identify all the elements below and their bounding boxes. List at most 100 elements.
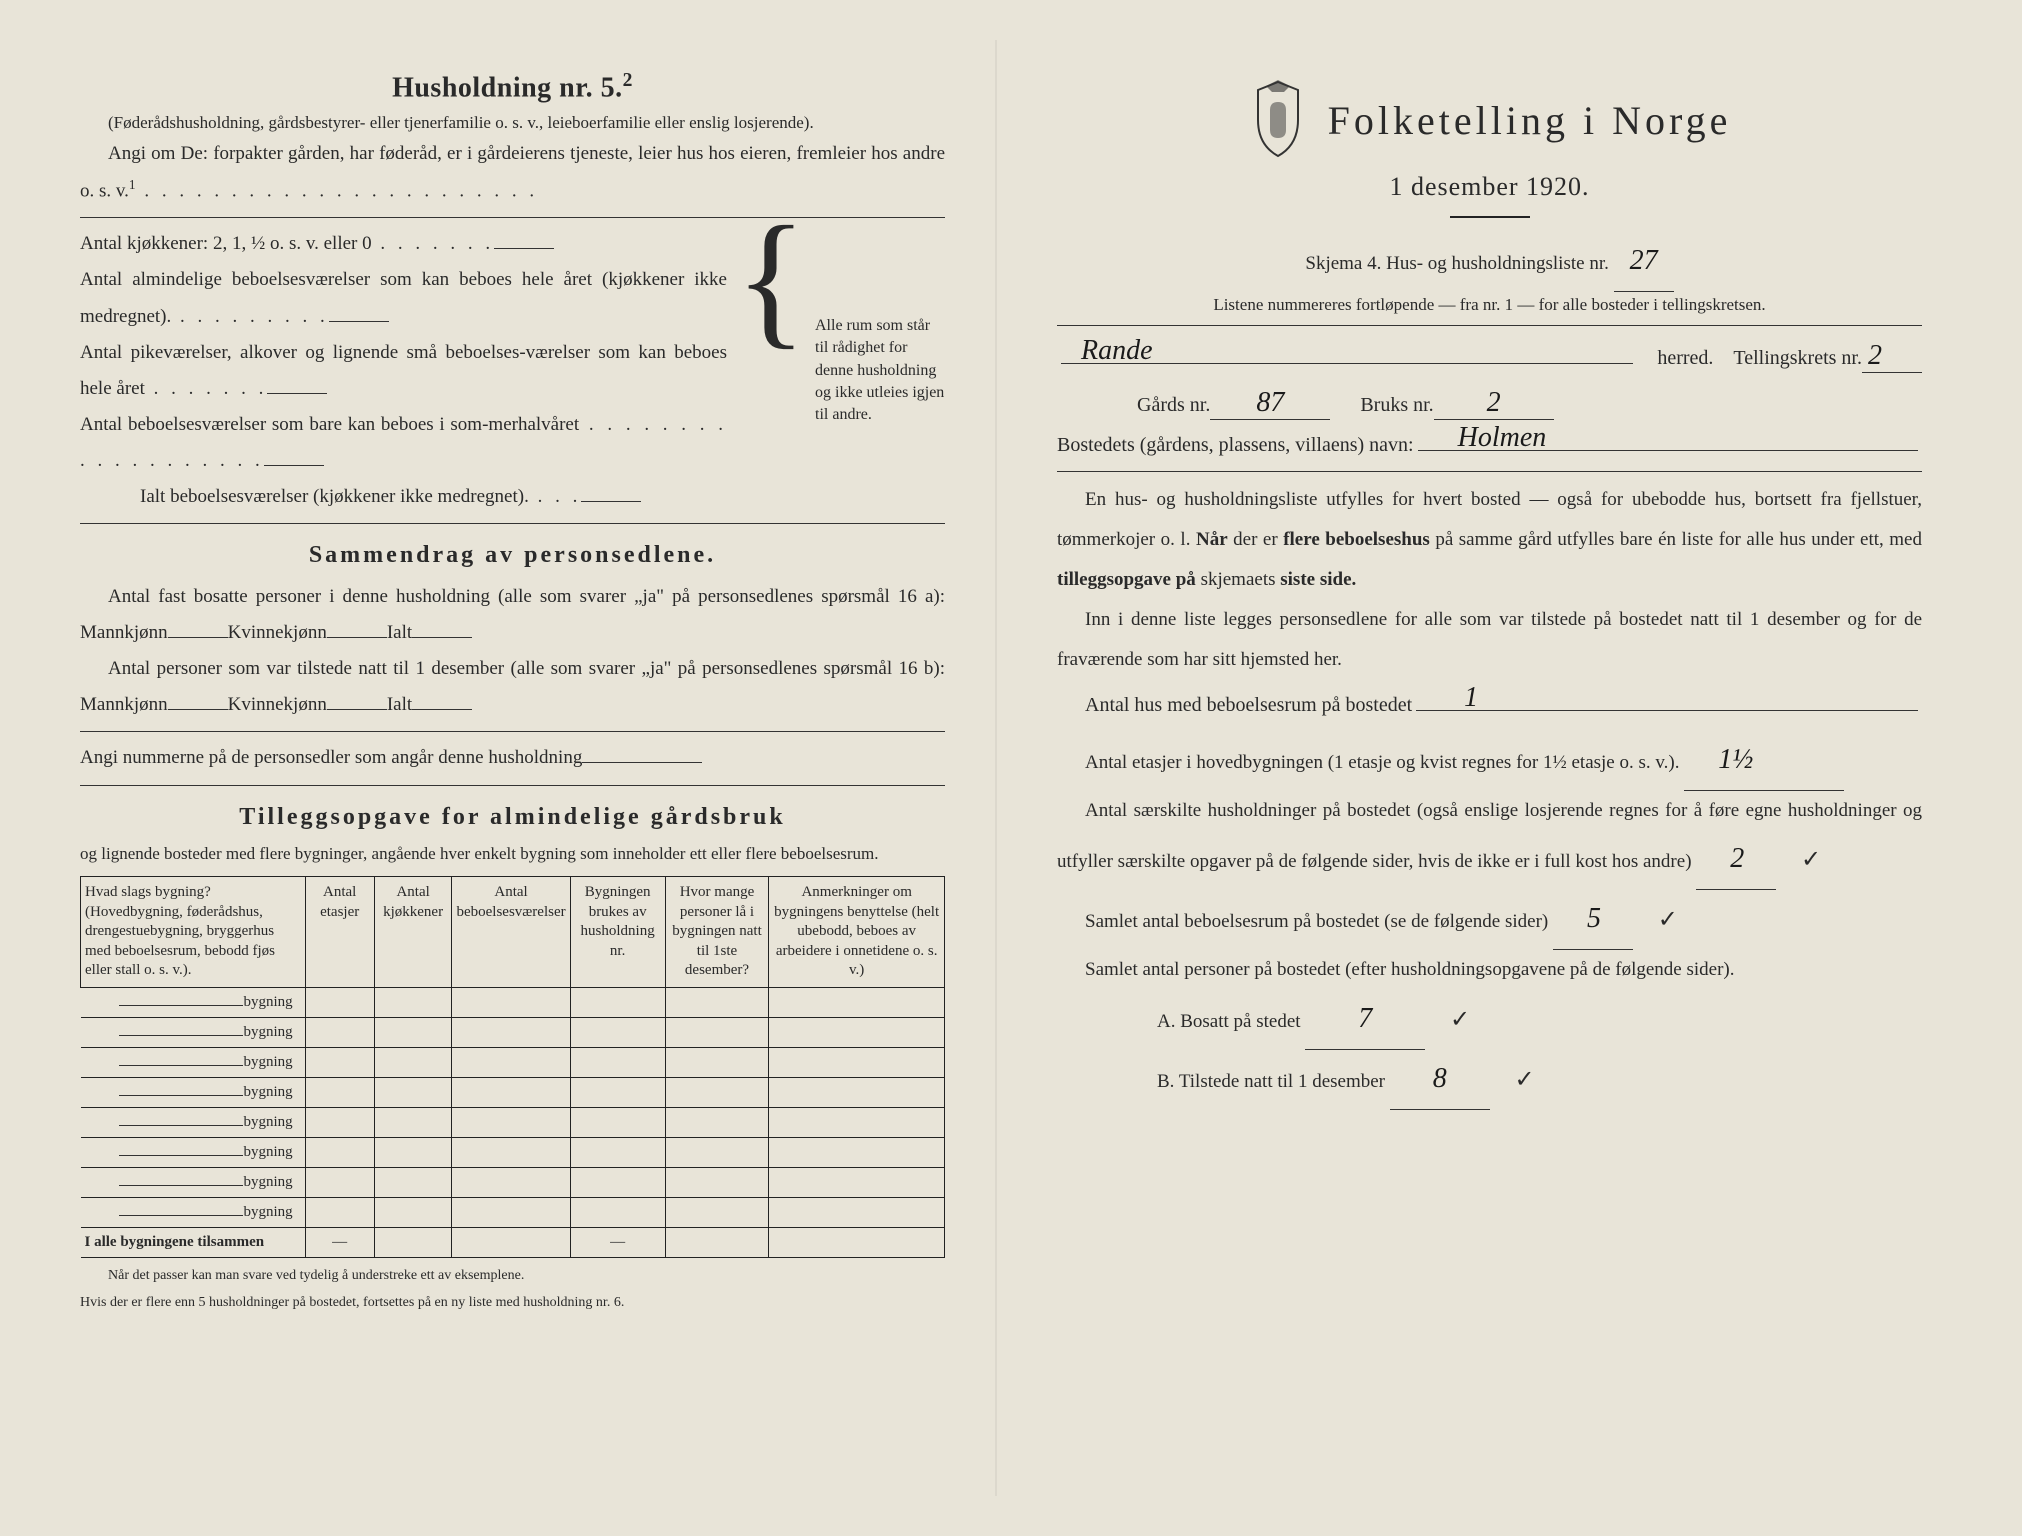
col-kjokkener: Antal kjøkkener <box>374 877 452 988</box>
skjema-nr-value: 27 <box>1614 232 1674 292</box>
table-cell <box>769 1137 945 1167</box>
bosted-row: Bostedets (gårdens, plassens, villaens) … <box>1057 434 1922 457</box>
para-2: Inn i denne liste legges personsedlene f… <box>1057 600 1922 680</box>
tellingskrets-value: 2 <box>1862 340 1922 373</box>
table-cell <box>452 1017 570 1047</box>
gards-label: Gårds nr. <box>1137 394 1210 417</box>
table-cell <box>570 1167 665 1197</box>
main-title: Folketelling i Norge <box>1328 97 1732 144</box>
row-bygning-label: bygning <box>81 1107 306 1137</box>
table-row: bygning <box>81 1047 945 1077</box>
table-cell <box>374 1047 452 1077</box>
skjema-line: Skjema 4. Hus- og husholdningsliste nr. … <box>1057 232 1922 292</box>
table-cell <box>305 1107 374 1137</box>
col-personer: Hvor mange personer lå i bygningen natt … <box>665 877 769 988</box>
bosted-label: Bostedets (gårdens, plassens, villaens) … <box>1057 434 1414 457</box>
row-bygning-label: bygning <box>81 1197 306 1227</box>
table-cell <box>452 1077 570 1107</box>
row-bygning-label: bygning <box>81 1137 306 1167</box>
angi-nummerne-line: Angi nummerne på de personsedler som ang… <box>80 740 945 776</box>
table-row: bygning <box>81 1017 945 1047</box>
table-cell <box>570 1197 665 1227</box>
table-cell <box>769 1167 945 1197</box>
table-row: bygning <box>81 1137 945 1167</box>
rooms-line-2: Antal pikeværelser, alkover og lignende … <box>80 335 727 407</box>
rooms-brace-group: Antal kjøkkener: 2, 1, ½ o. s. v. eller … <box>80 226 945 515</box>
rule-r1 <box>1057 325 1922 326</box>
rule-2 <box>80 523 945 524</box>
rule-4 <box>80 785 945 786</box>
q-antal-hus: Antal hus med beboelsesrum på bostedet 1 <box>1057 694 1922 717</box>
table-cell <box>570 1017 665 1047</box>
table-cell <box>769 1017 945 1047</box>
line-a: A. Bosatt på stedet 7 ✓ <box>1057 990 1922 1050</box>
hushold-value: 2 <box>1696 830 1776 890</box>
tellingskrets-label: Tellingskrets nr. <box>1733 347 1862 370</box>
check-4: ✓ <box>1515 1066 1535 1093</box>
row-bygning-label: bygning <box>81 1047 306 1077</box>
title-rule <box>1450 216 1530 218</box>
bruks-nr-value: 2 <box>1434 387 1554 420</box>
rooms-line-1: Antal almindelige beboelsesværelser som … <box>80 262 727 334</box>
q-samlet-rum: Samlet antal beboelsesrum på bostedet (s… <box>1057 890 1922 950</box>
table-cell <box>769 1197 945 1227</box>
total-label: I alle bygningene tilsammen <box>81 1227 306 1257</box>
col-bygning: Hvad slags bygning? (Hovedbygning, føder… <box>81 877 306 988</box>
left-page: Husholdning nr. 5.2 (Føderådshusholdning… <box>30 40 997 1496</box>
tillegg-heading: Tilleggsopgave for almindelige gårdsbruk <box>80 804 945 831</box>
table-cell <box>305 1017 374 1047</box>
gards-nr-value: 87 <box>1210 387 1330 420</box>
rule-3 <box>80 731 945 732</box>
footnote-1: Når det passer kan man svare ved tydelig… <box>80 1266 945 1286</box>
table-cell <box>452 1167 570 1197</box>
table-row: bygning <box>81 1077 945 1107</box>
col-beboelse: Antal beboelsesværelser <box>452 877 570 988</box>
footnote-2: Hvis der er flere enn 5 husholdninger på… <box>80 1293 945 1313</box>
table-cell <box>452 1197 570 1227</box>
supplementary-table: Hvad slags bygning? (Hovedbygning, føder… <box>80 876 945 1258</box>
kjokkener-line: Antal kjøkkener: 2, 1, ½ o. s. v. eller … <box>80 226 727 262</box>
etasjer-value: 1½ <box>1684 731 1844 791</box>
col-hushold: Bygningen brukes av husholdning nr. <box>570 877 665 988</box>
table-cell <box>305 1137 374 1167</box>
table-cell <box>769 1047 945 1077</box>
table-row: bygning <box>81 1107 945 1137</box>
row-bygning-label: bygning <box>81 1077 306 1107</box>
table-cell <box>570 1047 665 1077</box>
table-cell <box>374 1077 452 1107</box>
antal-hus-value: 1 <box>1436 682 1478 714</box>
table-cell <box>305 1077 374 1107</box>
check-3: ✓ <box>1450 1006 1470 1033</box>
check-2: ✓ <box>1658 906 1678 933</box>
table-cell <box>665 1017 769 1047</box>
row-bygning-label: bygning <box>81 1017 306 1047</box>
herred-row: Rande herred. Tellingskrets nr. 2 <box>1057 340 1922 373</box>
table-row: bygning <box>81 1197 945 1227</box>
herred-label: herred. <box>1657 347 1713 370</box>
household-5-heading: Husholdning nr. 5.2 <box>80 70 945 104</box>
title-block: Folketelling i Norge <box>1057 80 1922 160</box>
table-cell <box>374 1197 452 1227</box>
col-etasjer: Antal etasjer <box>305 877 374 988</box>
table-cell <box>452 987 570 1017</box>
q-etasjer: Antal etasjer i hovedbygningen (1 etasje… <box>1057 731 1922 791</box>
table-cell <box>374 1167 452 1197</box>
table-cell <box>452 1047 570 1077</box>
table-cell <box>570 1077 665 1107</box>
table-cell <box>305 1197 374 1227</box>
table-cell <box>452 1107 570 1137</box>
q-hushold: Antal særskilte husholdninger på bostede… <box>1057 791 1922 891</box>
bruks-label: Bruks nr. <box>1360 394 1433 417</box>
table-total-row: I alle bygningene tilsammen —— <box>81 1227 945 1257</box>
table-row: bygning <box>81 1167 945 1197</box>
sammendrag-heading: Sammendrag av personsedlene. <box>80 542 945 569</box>
sub-title: 1 desember 1920. <box>1057 172 1922 202</box>
table-cell <box>305 987 374 1017</box>
samm-line-1: Antal fast bosatte personer i denne hush… <box>80 579 945 651</box>
table-cell <box>452 1137 570 1167</box>
q-samlet-pers: Samlet antal personer på bostedet (efter… <box>1057 950 1922 990</box>
table-header-row: Hvad slags bygning? (Hovedbygning, føder… <box>81 877 945 988</box>
tillegg-intro: og lignende bosteder med flere bygninger… <box>80 841 945 867</box>
bosatt-value: 7 <box>1305 990 1425 1050</box>
table-cell <box>374 1137 452 1167</box>
